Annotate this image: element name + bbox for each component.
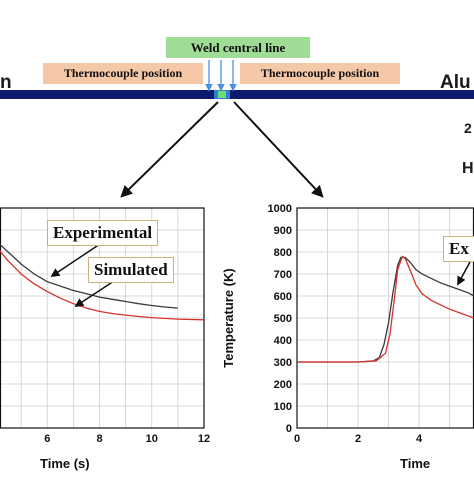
right-chart-ytick-label: 500 <box>274 313 292 325</box>
annotation-arrow-experimental <box>50 243 101 277</box>
right-chart-ytick-label: 0 <box>286 423 292 435</box>
pointer-arrow-left <box>120 101 219 198</box>
right-chart-ytick-label: 100 <box>274 401 292 413</box>
right-chart-ytick-label: 1000 <box>268 203 292 215</box>
right-chart-ytick-label: 300 <box>274 357 292 369</box>
right-chart-ytick-label: 200 <box>274 379 292 391</box>
right-chart <box>296 207 474 429</box>
right-chart-xlabel: Time <box>400 456 430 471</box>
weld-zone-core <box>218 91 226 98</box>
weld-plate <box>0 90 474 99</box>
left-chart-xtick-label: 6 <box>44 433 50 445</box>
left-chart-frame <box>0 207 205 429</box>
right-edge-fragment-1: 2 <box>464 120 472 136</box>
right-chart-series-experimental <box>297 256 474 363</box>
annotation-arrow-right <box>457 261 471 286</box>
weld-central-line-label: Weld central line <box>166 37 310 58</box>
left-chart-xtick-label: 10 <box>146 433 158 445</box>
thermocouple-position-right-label: Thermocouple position <box>240 63 400 84</box>
right-material-label: Alu <box>440 72 471 93</box>
right-chart-xtick-label: 0 <box>294 433 300 445</box>
left-chart-series-simulated <box>0 250 205 321</box>
right-chart-ytick-label: 800 <box>274 247 292 259</box>
left-material-label: n <box>0 72 12 93</box>
right-chart-ylabel: Temperature (K) <box>221 268 236 367</box>
left-chart-series-experimental <box>0 243 178 309</box>
left-chart-xtick-label: 12 <box>198 433 210 445</box>
right-chart-ytick-label: 600 <box>274 291 292 303</box>
right-chart-series-simulated <box>297 255 474 363</box>
annotation-experimental-left: Experimental <box>47 220 159 246</box>
right-chart-xtick-label: 4 <box>416 433 423 445</box>
pointer-arrow-right <box>233 101 324 198</box>
right-chart-ytick-label: 400 <box>274 335 292 347</box>
right-edge-fragment-2: H <box>462 160 474 177</box>
annotation-simulated-left: Simulated <box>88 257 174 283</box>
right-chart-ytick-label: 700 <box>274 269 292 281</box>
annotation-experimental-right: Ex <box>443 236 474 262</box>
annotation-arrow-simulated <box>74 280 115 307</box>
thermocouple-position-left-label: Thermocouple position <box>43 63 203 84</box>
right-chart-xtick-label: 2 <box>355 433 361 445</box>
left-chart-xtick-label: 8 <box>96 433 102 445</box>
right-chart-ytick-label: 900 <box>274 225 292 237</box>
left-chart-xlabel: Time (s) <box>40 456 90 471</box>
